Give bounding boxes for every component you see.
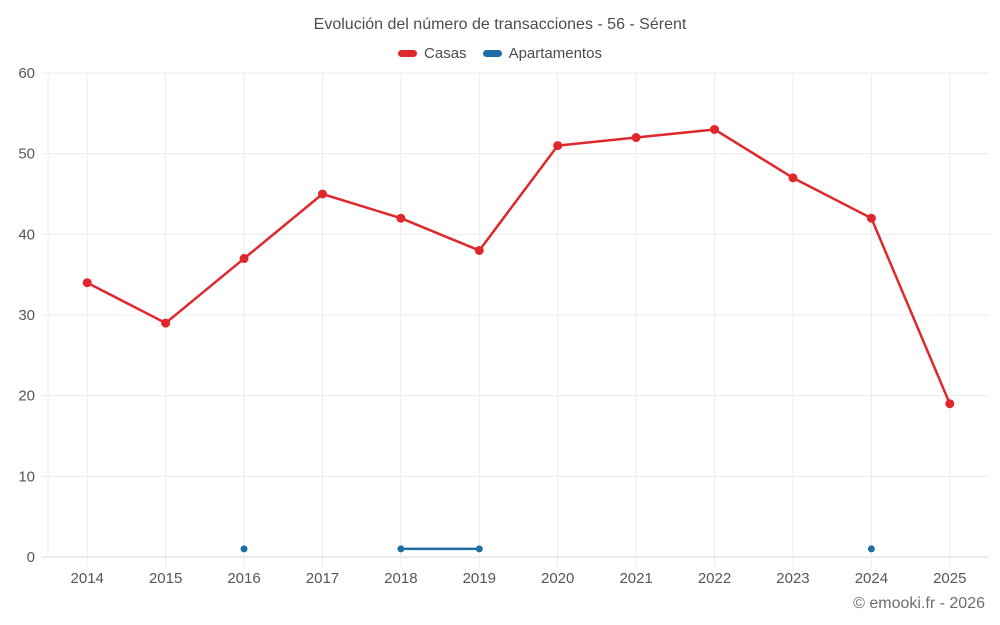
legend-swatch-casas (398, 50, 418, 57)
y-tick-label: 10 (18, 468, 35, 485)
y-tick-label: 0 (27, 549, 35, 566)
data-point-casas-2023 (788, 173, 798, 183)
legend-swatch-apartamentos (482, 50, 502, 57)
data-point-casas-2025 (945, 399, 955, 409)
x-tick-label: 2014 (71, 570, 104, 587)
x-tick-label: 2025 (933, 570, 966, 587)
x-tick-label: 2024 (855, 570, 888, 587)
data-point-casas-2020 (553, 141, 563, 151)
x-tick-label: 2015 (149, 570, 182, 587)
x-tick-label: 2020 (541, 570, 574, 587)
x-tick-label: 2017 (306, 570, 339, 587)
legend-label-casas: Casas (424, 45, 467, 62)
chart-title: Evolución del número de transacciones - … (313, 16, 687, 33)
y-tick-label: 20 (18, 388, 35, 405)
legend-item-casas[interactable]: Casas (398, 45, 467, 62)
data-point-casas-2017 (317, 189, 327, 199)
y-tick-label: 30 (18, 307, 35, 324)
x-tick-label: 2021 (619, 570, 652, 587)
legend-item-apartamentos[interactable]: Apartamentos (482, 45, 602, 62)
y-tick-label: 50 (18, 146, 35, 163)
y-tick-label: 40 (18, 226, 35, 243)
data-point-apartamentos-2019 (475, 545, 483, 553)
y-tick-label: 60 (18, 65, 35, 82)
legend-label-apartamentos: Apartamentos (508, 45, 602, 62)
data-point-casas-2018 (396, 213, 406, 223)
data-point-casas-2021 (631, 133, 641, 143)
data-point-casas-2014 (82, 278, 92, 288)
x-tick-label: 2018 (384, 570, 417, 587)
series-line-casas (85, 128, 952, 405)
x-tick-label: 2019 (463, 570, 496, 587)
copyright-text: © emooki.fr - 2026 (853, 595, 985, 612)
x-tick-label: 2023 (776, 570, 809, 587)
x-tick-label: 2016 (227, 570, 260, 587)
data-point-apartamentos-2016 (240, 545, 248, 553)
data-point-casas-2019 (474, 245, 484, 255)
data-point-casas-2024 (866, 213, 876, 223)
data-point-casas-2022 (710, 124, 720, 134)
chart-legend: Casas Apartamentos (0, 45, 1000, 62)
data-point-casas-2016 (239, 254, 249, 264)
data-point-apartamentos-2018 (397, 545, 405, 553)
data-point-casas-2015 (161, 318, 171, 328)
data-point-apartamentos-2024 (867, 545, 875, 553)
x-tick-label: 2022 (698, 570, 731, 587)
